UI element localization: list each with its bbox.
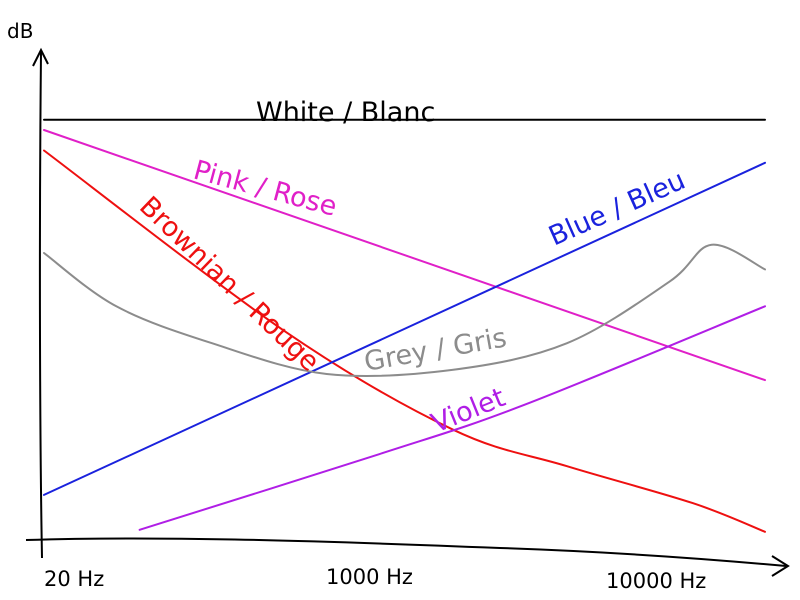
x-tick-label: 10000 Hz <box>606 569 706 593</box>
y-axis-label: dB <box>7 19 33 43</box>
series-line-1 <box>43 129 766 382</box>
series-line-2 <box>43 149 766 533</box>
series-label-violet: Violet <box>427 382 510 439</box>
y-axis <box>38 51 43 559</box>
series-line-5 <box>138 305 766 531</box>
series-line-4 <box>43 243 766 378</box>
series-label-grey: Grey / Gris <box>362 322 509 378</box>
x-axis-arrow <box>771 555 790 577</box>
x-tick-label: 20 Hz <box>44 567 104 591</box>
series-label-blue: Blue / Bleu <box>544 165 690 253</box>
series-label-pink: Pink / Rose <box>190 155 340 223</box>
x-axis <box>25 537 787 567</box>
x-tick-label: 1000 Hz <box>326 565 413 589</box>
series-label-white: White / Blanc <box>256 97 435 128</box>
y-axis-arrow <box>32 47 49 67</box>
series-layer <box>43 118 766 533</box>
series-line-3 <box>43 161 766 496</box>
